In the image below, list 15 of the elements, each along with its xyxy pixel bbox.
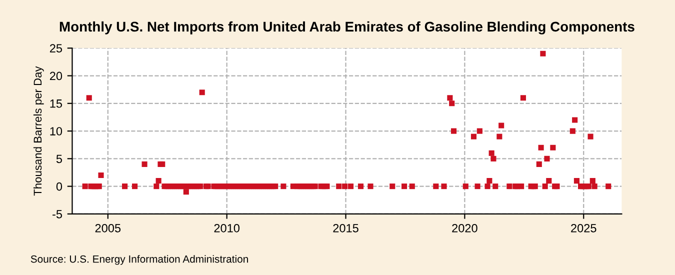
x-tick-label: 2010 — [214, 224, 240, 232]
y-tick-label: 10 — [50, 127, 62, 136]
x-tick-label: 2015 — [333, 224, 358, 232]
y-tick-label: 20 — [50, 72, 62, 80]
y-tick-label: 15 — [50, 100, 62, 108]
y-tick-label: -5 — [52, 210, 62, 218]
chart-title: Monthly U.S. Net Imports from United Arab Emirates of Gasoline Blending Components — [60, 21, 634, 34]
x-tick-label: 2005 — [95, 224, 121, 232]
x-tick-label: 2025 — [571, 224, 596, 232]
y-tick-label: 0 — [56, 182, 62, 191]
x-tick-label: 2020 — [452, 224, 478, 232]
source-note: Source: U.S. Energy Information Administration — [30, 255, 248, 265]
y-axis-title: Thousand Barrels per Day — [33, 66, 44, 196]
y-tick-label: 5 — [56, 154, 62, 164]
y-tick-label: 25 — [50, 44, 62, 53]
